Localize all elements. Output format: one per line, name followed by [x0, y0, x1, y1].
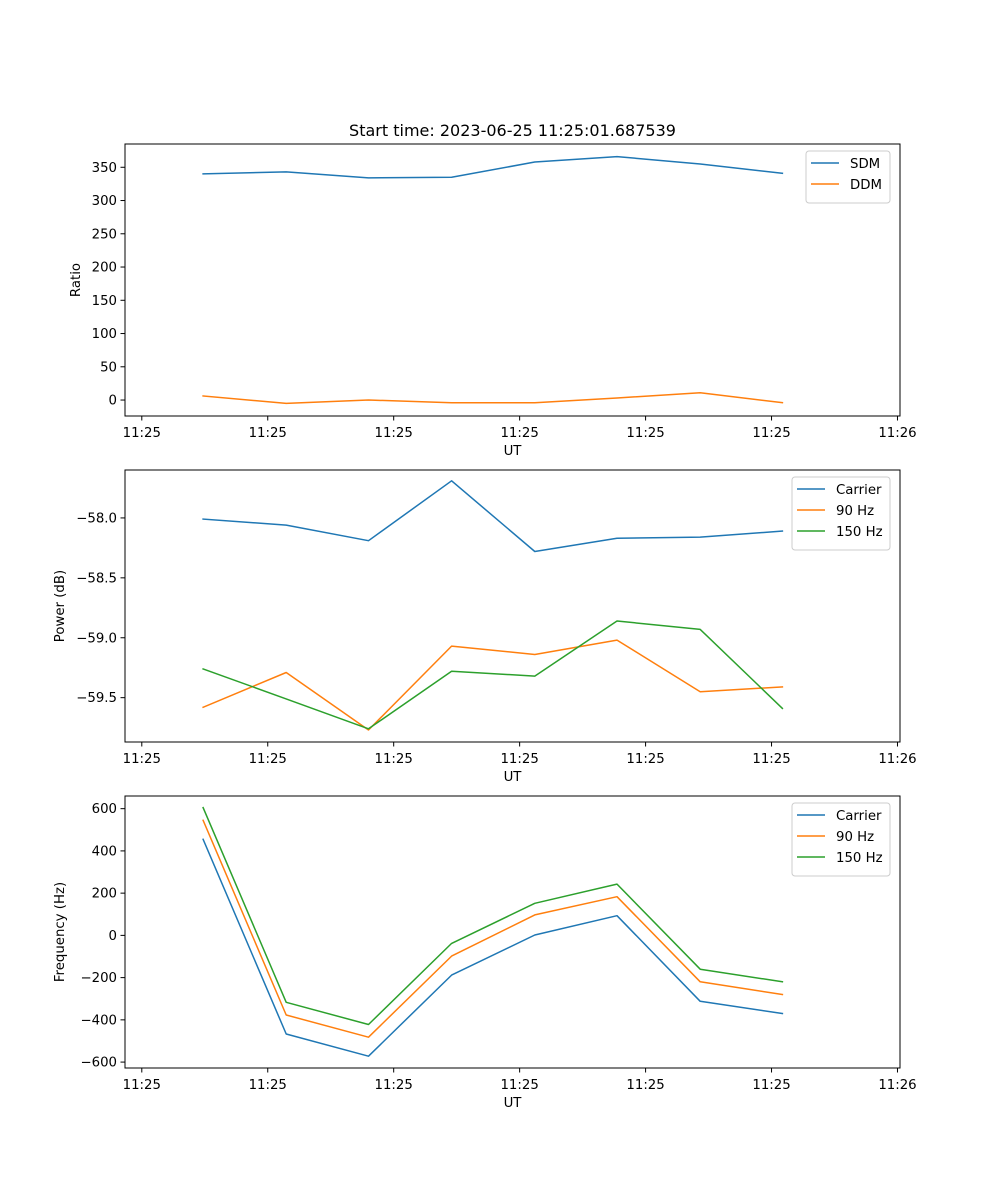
x-tick-label: 11:25	[752, 1078, 790, 1093]
x-tick-label: 11:25	[500, 426, 538, 441]
y-tick-label: −600	[80, 1056, 117, 1071]
axes-frame	[124, 469, 901, 743]
x-tick-label: 11:25	[375, 752, 413, 767]
y-axis-label: Frequency (Hz)	[53, 882, 68, 982]
series-line-carrier	[202, 838, 784, 1057]
y-tick-label: −400	[80, 1013, 117, 1028]
y-tick-label: 0	[109, 394, 117, 409]
y-tick-label: 400	[92, 844, 117, 859]
x-tick-label: 11:26	[878, 426, 916, 441]
y-tick-label: 0	[109, 929, 117, 944]
series-line-150-hz	[202, 620, 784, 730]
y-tick-label: 600	[92, 802, 117, 817]
x-tick-label: 11:26	[878, 752, 916, 767]
x-tick-label: 11:25	[123, 752, 161, 767]
axes-frame	[124, 795, 901, 1069]
x-tick-label: 11:25	[500, 752, 538, 767]
x-tick-label: 11:25	[249, 752, 287, 767]
x-tick-label: 11:25	[375, 426, 413, 441]
y-tick-label: 50	[100, 360, 117, 375]
panel-1: 11:25 11:25 11:25 11:25 11:25 11:25 11:26 0 50 10…	[69, 143, 917, 459]
x-tick-label: 11:25	[626, 752, 664, 767]
axes-frame	[124, 143, 901, 417]
x-tick-label: 11:26	[878, 1078, 916, 1093]
legend-label: 90 Hz	[836, 830, 874, 845]
legend-label: 150 Hz	[836, 525, 883, 540]
y-tick-label: 200	[92, 261, 117, 276]
x-tick-label: 11:25	[249, 426, 287, 441]
x-tick-label: 11:25	[752, 752, 790, 767]
legend-label: 90 Hz	[836, 504, 874, 519]
y-tick-label: 300	[92, 194, 117, 209]
panel-3: 11:25 11:25 11:25 11:25 11:25 11:25 11:26 −600 −…	[53, 795, 917, 1111]
legend: Carrier 90 Hz 150 Hz	[791, 802, 891, 877]
series-line-sdm	[202, 155, 784, 179]
y-tick-label: −58.0	[76, 511, 117, 526]
legend-label: SDM	[850, 157, 880, 172]
y-axis-label: Power (dB)	[53, 570, 68, 642]
x-axis-label: UT	[504, 444, 523, 459]
legend: SDM DDM	[805, 150, 891, 204]
series-line-carrier	[202, 480, 784, 553]
x-tick-label: 11:25	[752, 426, 790, 441]
y-tick-label: 350	[92, 161, 117, 176]
legend: Carrier 90 Hz 150 Hz	[791, 476, 891, 551]
legend-label: Carrier	[836, 809, 882, 824]
y-axis-label: Ratio	[69, 263, 84, 297]
x-tick-label: 11:25	[249, 1078, 287, 1093]
x-tick-label: 11:25	[626, 1078, 664, 1093]
legend-label: DDM	[850, 178, 882, 193]
y-tick-label: −58.5	[76, 571, 117, 586]
series-line-150-hz	[202, 806, 784, 1026]
x-axis-label: UT	[504, 770, 523, 785]
y-tick-label: 100	[92, 327, 117, 342]
chart-title: Start time: 2023-06-25 11:25:01.687539	[349, 121, 676, 140]
legend-label: Carrier	[836, 483, 882, 498]
series-line-ddm	[202, 391, 784, 405]
y-tick-label: 200	[92, 887, 117, 902]
x-tick-label: 11:25	[375, 1078, 413, 1093]
x-axis-label: UT	[504, 1096, 523, 1111]
y-tick-label: −200	[80, 971, 117, 986]
x-tick-label: 11:25	[626, 426, 664, 441]
panel-2: 11:25 11:25 11:25 11:25 11:25 11:25 11:26 −59.5…	[53, 469, 917, 785]
y-tick-label: −59.5	[76, 691, 117, 706]
y-tick-label: 150	[92, 294, 117, 309]
series-line-90-hz	[202, 639, 784, 731]
series-line-90-hz	[202, 819, 784, 1038]
legend-label: 150 Hz	[836, 851, 883, 866]
legend-box	[805, 150, 891, 204]
y-tick-label: −59.0	[76, 631, 117, 646]
x-tick-label: 11:25	[123, 426, 161, 441]
x-tick-label: 11:25	[500, 1078, 538, 1093]
y-tick-label: 250	[92, 227, 117, 242]
x-tick-label: 11:25	[123, 1078, 161, 1093]
